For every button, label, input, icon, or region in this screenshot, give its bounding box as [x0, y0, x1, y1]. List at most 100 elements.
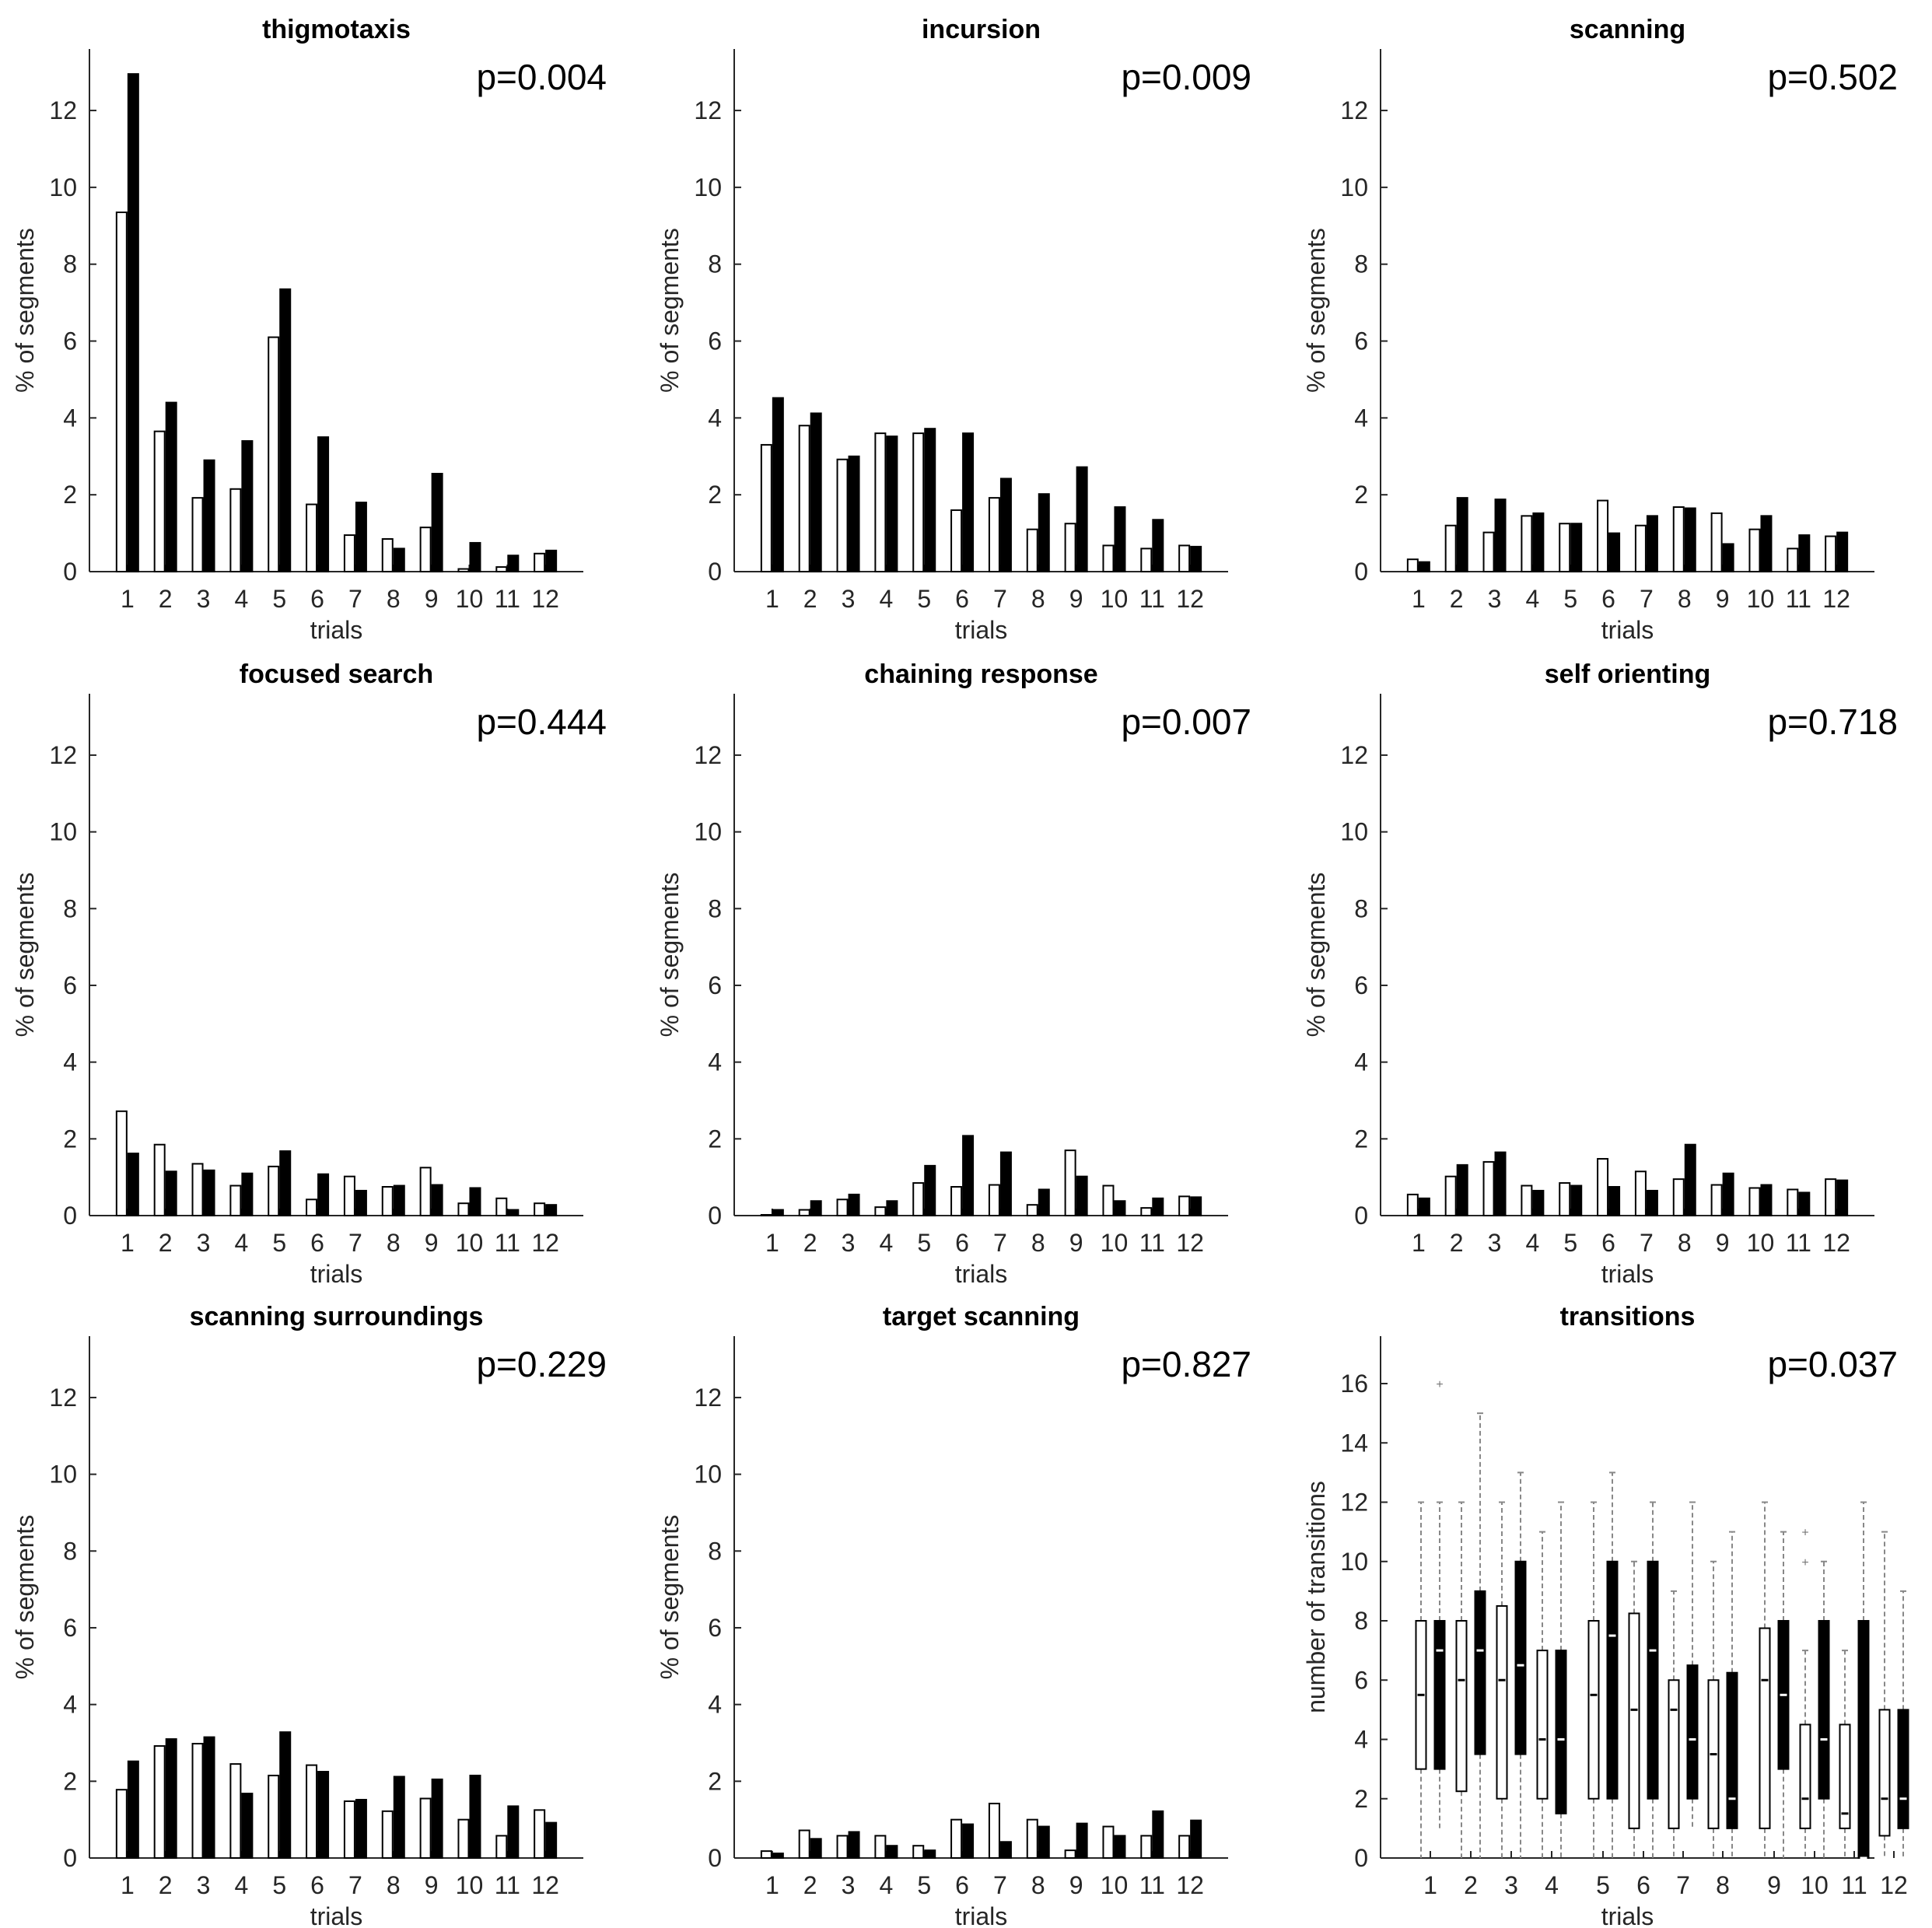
bar-black-trial-12 [1190, 1196, 1202, 1216]
bar-white-trial-2 [1444, 1175, 1457, 1217]
bar-black-trial-8 [393, 1776, 405, 1859]
bar-black-trial-1 [127, 73, 139, 572]
y-tick-label: 10 [1340, 1548, 1368, 1576]
x-tick-label: 12 [531, 1871, 559, 1899]
bar-white-trial-2 [153, 1143, 166, 1216]
bar-black-trial-10 [1760, 515, 1773, 573]
bar-black-trial-10 [1760, 1184, 1773, 1217]
bar-white-trial-4 [229, 1763, 242, 1860]
x-tick-label: 5 [917, 585, 931, 613]
x-tick-label: 12 [1176, 585, 1204, 613]
bar-white-trial-5 [268, 1165, 280, 1216]
bar-black-trial-2 [810, 1838, 822, 1859]
x-tick-label: 12 [1880, 1871, 1908, 1899]
bar-black-trial-1 [772, 397, 784, 572]
bar-black-trial-11 [507, 1209, 520, 1216]
box-black-trial-4 [1555, 1650, 1567, 1814]
bar-white-trial-12 [534, 552, 546, 573]
outlier-white-trial-10: + [1801, 1556, 1808, 1569]
x-tick-label: 4 [234, 1871, 248, 1899]
x-tick-label: 7 [348, 1229, 362, 1257]
bar-black-trial-3 [203, 459, 215, 572]
bar-white-trial-8 [1026, 1204, 1038, 1217]
bar-white-trial-4 [874, 432, 887, 573]
bar-black-trial-7 [355, 502, 367, 573]
x-tick-label: 4 [879, 1229, 893, 1257]
y-tick-label: 6 [708, 1614, 722, 1642]
bar-black-trial-4 [886, 1200, 898, 1216]
bar-black-trial-2 [1456, 497, 1468, 572]
x-tick-label: 12 [1822, 1229, 1850, 1257]
x-tick-label: 8 [1031, 585, 1045, 613]
bar-white-trial-12 [1178, 1835, 1191, 1859]
bar-black-trial-12 [1190, 545, 1202, 572]
p-value-label: p=0.502 [1767, 57, 1898, 97]
bar-black-trial-7 [1646, 1189, 1658, 1217]
bar-white-trial-3 [1482, 1160, 1495, 1217]
y-tick-label: 2 [63, 1767, 77, 1795]
y-tick-label: 0 [63, 558, 77, 586]
x-axis-label: trials [955, 1260, 1008, 1288]
bar-white-trial-7 [343, 1175, 355, 1217]
bar-black-trial-10 [469, 541, 481, 572]
y-tick-label: 10 [694, 818, 722, 846]
x-axis-label: trials [1601, 1260, 1654, 1288]
x-tick-label: 8 [387, 1229, 401, 1257]
panel-title: focused search [240, 660, 433, 689]
bar-black-trial-2 [810, 1200, 822, 1216]
bar-black-trial-9 [1076, 1175, 1088, 1217]
bar-white-trial-8 [381, 1185, 394, 1217]
x-tick-label: 8 [387, 585, 401, 613]
x-tick-label: 3 [197, 1229, 211, 1257]
x-tick-label: 3 [842, 1871, 856, 1899]
bar-black-trial-1 [127, 1153, 139, 1216]
y-tick-label: 2 [63, 1125, 77, 1153]
bar-white-trial-12 [1825, 1178, 1837, 1216]
y-tick-label: 10 [49, 1461, 77, 1489]
bar-white-trial-7 [343, 534, 355, 573]
x-tick-label: 7 [1640, 1229, 1654, 1257]
x-tick-label: 6 [310, 1229, 324, 1257]
x-tick-label: 9 [425, 1871, 439, 1899]
p-value-label: p=0.229 [476, 1344, 607, 1384]
bar-black-trial-3 [203, 1736, 215, 1859]
bar-white-trial-1 [115, 1789, 128, 1860]
y-tick-label: 2 [1354, 481, 1368, 509]
x-tick-label: 5 [272, 1229, 286, 1257]
y-tick-label: 6 [708, 971, 722, 999]
bar-white-trial-9 [419, 527, 432, 572]
bar-white-trial-8 [1672, 506, 1685, 572]
bar-white-trial-4 [1521, 1184, 1533, 1217]
x-tick-label: 3 [1488, 1229, 1502, 1257]
x-tick-label: 5 [272, 585, 286, 613]
x-tick-label: 8 [387, 1871, 401, 1899]
panel-title: scanning [1570, 15, 1685, 44]
bar-white-trial-6 [1597, 1157, 1609, 1216]
bar-white-trial-6 [306, 503, 318, 573]
bar-white-trial-12 [1178, 1195, 1191, 1217]
x-axis-label: trials [955, 1902, 1008, 1928]
panel-title: transitions [1560, 1302, 1696, 1331]
bar-black-trial-4 [1532, 512, 1545, 572]
bar-white-trial-2 [153, 430, 166, 572]
x-tick-label: 7 [348, 1871, 362, 1899]
x-axis-label: trials [1601, 1902, 1654, 1928]
bar-black-trial-4 [886, 1845, 898, 1859]
bar-white-trial-2 [798, 1829, 810, 1860]
bar-black-trial-12 [545, 1204, 558, 1217]
bar-white-trial-8 [1026, 528, 1038, 572]
bar-black-trial-4 [886, 436, 898, 573]
x-tick-label: 2 [159, 585, 173, 613]
x-tick-label: 10 [456, 585, 484, 613]
y-tick-label: 2 [708, 1125, 722, 1153]
box-black-trial-8 [1726, 1671, 1738, 1829]
bar-black-trial-11 [507, 555, 520, 573]
y-tick-label: 8 [1354, 1607, 1368, 1635]
bar-white-trial-9 [1064, 1149, 1076, 1216]
x-tick-label: 8 [1031, 1871, 1045, 1899]
x-tick-label: 9 [425, 585, 439, 613]
bar-black-trial-1 [1418, 561, 1430, 572]
p-value-label: p=0.037 [1767, 1344, 1898, 1384]
